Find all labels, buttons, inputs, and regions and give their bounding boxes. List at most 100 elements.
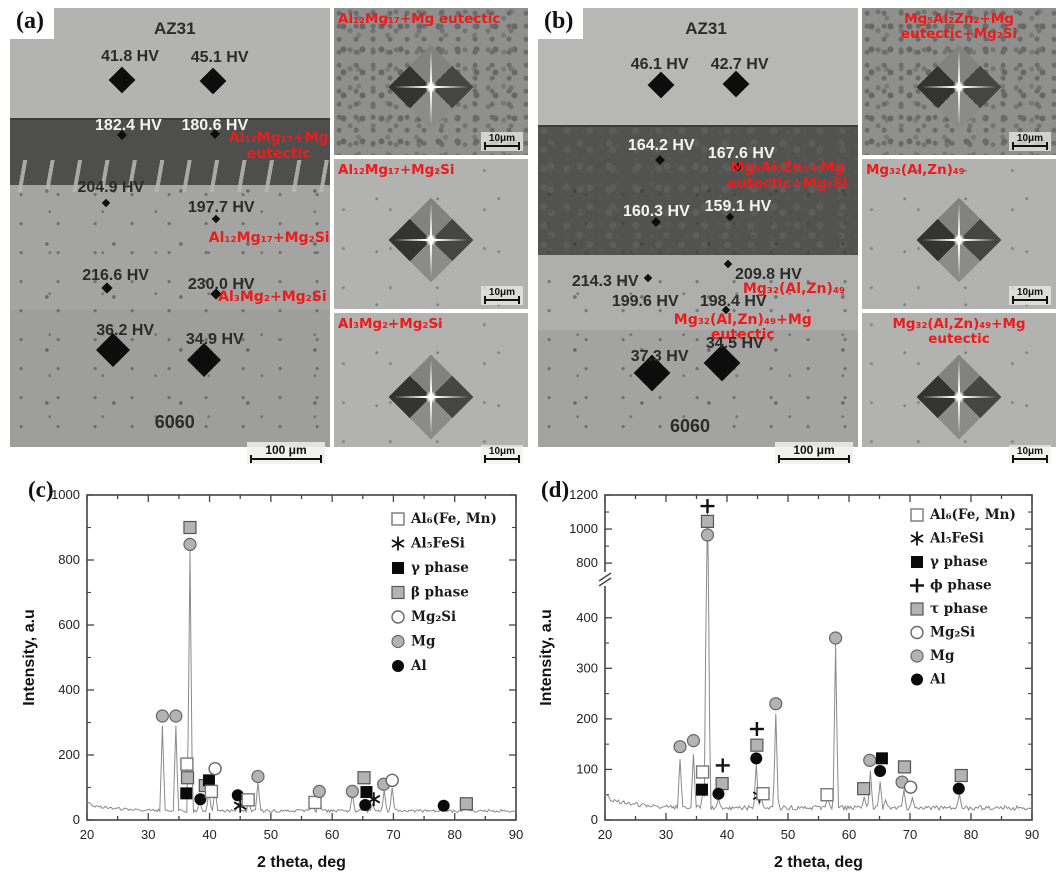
scale-bar: 10μm: [1009, 286, 1051, 305]
y-axis: 0 200 400 600 800 1000: [51, 487, 516, 827]
x-tick-label: 70: [903, 827, 917, 842]
x-axis: 20 30 40 50 60 70 80 90: [80, 495, 523, 842]
indent-cross: [392, 48, 470, 126]
y-axis: 0 100 200 300 400 800 1000 1200: [569, 487, 1032, 827]
legend-label: Al: [929, 672, 946, 688]
indent-impression: [388, 44, 474, 130]
hardness-label: 167.6 HV: [707, 145, 775, 163]
marker-open-square: [756, 787, 770, 801]
xrd-chart-c: (c) 20 30 40 50 60 70 80 90 0 200 400 600 800 1000 Al₆…: [0, 447, 529, 887]
x-tick-label: 80: [447, 827, 461, 842]
micrograph-zone: [538, 8, 858, 125]
marker-filled-circle: [231, 789, 244, 802]
panel-label-c: (c): [28, 477, 54, 502]
x-tick-label: 50: [264, 827, 278, 842]
scale-bar-line: [484, 142, 520, 150]
legend-label: Mg₂Si: [411, 609, 456, 625]
marker-filled-circle: [750, 752, 763, 765]
scale-bar: 100 μm: [775, 442, 853, 464]
legend-label: β phase: [411, 585, 469, 601]
hardness-label: 160.3 HV: [623, 203, 690, 221]
scale-bar-line: [484, 296, 520, 304]
marker-filled-square: [202, 774, 215, 787]
hardness-label: 45.1 HV: [190, 48, 249, 66]
phase-label: Al₁₂Mg₁₇+Mg eutectic: [338, 11, 501, 27]
y-tick-label: 400: [58, 682, 80, 697]
scale-bar: 10μm: [481, 286, 523, 305]
marker-filled-circle: [194, 793, 207, 806]
inset-column-a: Al₁₂Mg₁₇+Mg eutectic 10μm Al₁₂Mg₁₇+Mg₂Si 10…: [334, 8, 528, 468]
x-tick-label: 90: [509, 827, 523, 842]
y-tick-label: 100: [576, 761, 598, 776]
phase-label: Al₁₂Mg₁₇+Mg₂Si: [208, 230, 330, 247]
scale-bar-label: 10μm: [1016, 133, 1044, 144]
hardness-label: 36.2 HV: [96, 321, 155, 339]
legend-label: Al₅FeSi: [929, 531, 984, 547]
scale-bar-line: [1012, 142, 1048, 150]
legend-label: Mg: [930, 648, 955, 664]
scale-bar-line: [1012, 455, 1048, 463]
x-tick-label: 30: [659, 827, 673, 842]
x-tick-label: 40: [202, 827, 216, 842]
x-axis: 20 30 40 50 60 70 80 90: [598, 495, 1039, 842]
indent-cross: [392, 358, 470, 436]
y-tick-label: 200: [576, 711, 598, 726]
marker-filled-circle: [952, 782, 965, 795]
marker-filled-circle: [874, 764, 887, 777]
marker-filled-circle: [712, 787, 725, 800]
legend: Al₆(Fe, Mn) Al₅FeSi γ phase β phase Mg₂Si Mg A…: [391, 511, 497, 674]
phase-label: Al₃Mg₂+Mg₂Si: [338, 316, 443, 332]
marker-asterisk: [910, 534, 924, 543]
marker-open-circle: [903, 780, 918, 794]
hardness-label: 34.5 HV: [705, 334, 764, 352]
marker-open-square: [180, 757, 194, 771]
x-tick-label: 60: [842, 827, 856, 842]
axis-break-mask: [600, 572, 610, 586]
marker-open-circle: [385, 773, 399, 788]
zone-label: AZ31: [154, 19, 196, 39]
scale-bar: 10μm: [481, 132, 523, 151]
marker-gray-square: [910, 602, 924, 616]
scale-bar-label: 10μm: [488, 446, 516, 457]
marker-gray-circle: [910, 649, 924, 663]
y-tick-label: 1200: [569, 487, 598, 502]
y-tick-label: 1000: [51, 487, 80, 502]
legend: Al₆(Fe, Mn) Al₅FeSi γ phase ϕ phase τ phase M…: [910, 507, 1016, 688]
scale-bar-label: 100 μm: [265, 443, 307, 457]
hardness-label: 199.6 HV: [611, 293, 679, 311]
indent-cross: [920, 358, 998, 436]
marker-filled-square: [360, 786, 373, 799]
marker-gray-circle: [700, 528, 715, 542]
marker-gray-circle: [312, 784, 326, 798]
x-tick-label: 30: [141, 827, 155, 842]
x-tick-label: 60: [325, 827, 339, 842]
hardness-label: 216.6 HV: [82, 266, 149, 284]
legend-label: Al₅FeSi: [410, 536, 465, 552]
scale-bar: 10μm: [481, 445, 523, 464]
marker-asterisk: [391, 539, 405, 548]
marker-open-square: [391, 512, 405, 526]
marker-gray-circle: [169, 709, 183, 723]
y-tick-label: 800: [58, 552, 80, 567]
legend-label: Al₆(Fe, Mn): [929, 507, 1016, 523]
marker-gray-circle: [769, 697, 783, 711]
scale-bar-line: [250, 455, 322, 463]
phase-label: Al₁₂Mg₁₇+Mg eutectic: [228, 130, 329, 162]
y-tick-label: 1000: [569, 521, 598, 536]
marker-gray-circle: [863, 753, 877, 767]
micrograph-panel-b: (b) AZ31 46.1 HV 42.7 HV 164.2 HV 167.6 HV Mg…: [538, 8, 858, 468]
marker-open-circle: [391, 610, 405, 624]
xrd-chart-d: (d) 20 30 40 50 60 70 80 90 0 100 200 300 400 800 1000…: [529, 447, 1058, 887]
marker-gray-square: [357, 771, 371, 785]
marker-gray-square: [391, 585, 405, 600]
scale-bar-label: 10μm: [1016, 446, 1044, 457]
marker-gray-square: [183, 520, 197, 535]
x-tick-label: 20: [80, 827, 94, 842]
legend-label: γ phase: [930, 554, 988, 570]
phase-label: Al₁₂Mg₁₇+Mg₂Si: [338, 162, 455, 178]
indent-impression: [916, 197, 1002, 283]
marker-gray-circle: [251, 769, 265, 784]
phase-label: Mg₅Al₂Zn₂+Mg eutectic+Mg₂Si: [900, 11, 1018, 43]
inset-micrograph: Al₁₂Mg₁₇+Mg₂Si 10μm: [334, 159, 528, 309]
